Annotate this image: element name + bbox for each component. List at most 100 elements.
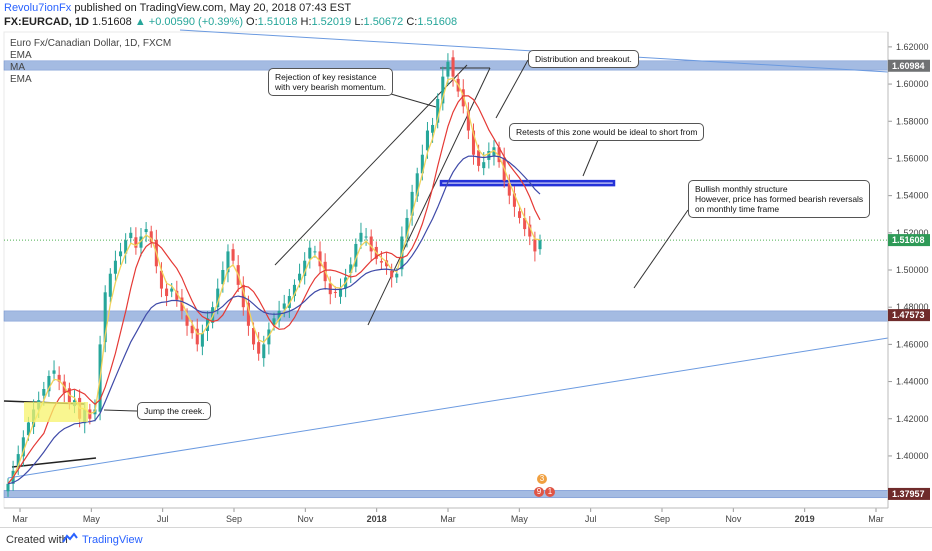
high-value: 1.52019 xyxy=(311,16,352,28)
candle-body xyxy=(512,193,516,207)
candle-body xyxy=(124,240,128,254)
y-tick-label: 1.50000 xyxy=(896,265,929,275)
symbol-label[interactable]: FX:EURCAD, 1D xyxy=(4,16,89,28)
candle-body xyxy=(241,284,245,308)
leader-creek xyxy=(103,409,138,412)
leader-retest xyxy=(582,139,599,177)
candle-body xyxy=(262,344,266,359)
candle-body xyxy=(246,302,250,326)
candle-body xyxy=(333,291,337,293)
x-tick-label: Mar xyxy=(440,514,456,524)
candle-body xyxy=(303,260,307,276)
open-value: 1.51018 xyxy=(257,16,298,28)
candle-body xyxy=(523,217,527,230)
candle-body xyxy=(139,236,143,248)
x-tick-label: Sep xyxy=(654,514,670,524)
candle-body xyxy=(221,270,225,285)
candle-body xyxy=(451,57,455,77)
legend-item-ma[interactable]: MA xyxy=(10,62,25,73)
x-tick-label: May xyxy=(511,514,529,524)
price-label-box xyxy=(888,59,930,72)
candle-body xyxy=(461,89,465,107)
candle-body xyxy=(57,374,61,382)
candle-body xyxy=(159,270,163,289)
candle-body xyxy=(42,389,46,396)
candle-body xyxy=(395,273,399,278)
candle-body xyxy=(134,237,138,248)
candle-body xyxy=(420,154,424,174)
candle-body xyxy=(21,437,25,457)
x-tick-label: Nov xyxy=(725,514,742,524)
candle-body xyxy=(364,236,368,238)
price-label-text: 1.47573 xyxy=(892,310,925,320)
up-arrow-icon: ▲ xyxy=(134,16,146,28)
candle-body xyxy=(180,297,184,311)
price-axis[interactable]: 1.62000 1.60000 1.58000 1.56000 1.54000 1.520… xyxy=(887,32,930,508)
candle-body xyxy=(477,150,481,166)
x-tick-label: Jul xyxy=(585,514,597,524)
created-with-text: Created with xyxy=(6,534,68,546)
candle-body xyxy=(487,151,491,160)
legend-item-ema-slow[interactable]: EMA xyxy=(10,74,32,85)
callout-monthly-line-1: Bullish monthly structure xyxy=(695,184,788,194)
candle-body xyxy=(318,251,322,267)
event-marker-9[interactable]: 9 xyxy=(534,487,544,497)
y-tick-label: 1.48000 xyxy=(896,302,929,312)
candle-body xyxy=(313,251,317,253)
candle-body xyxy=(226,251,230,273)
candle-body xyxy=(231,249,235,261)
tradingview-logo-icon xyxy=(62,532,78,543)
callout-creek[interactable]: Jump the creek. xyxy=(137,402,212,420)
candle-body xyxy=(185,315,189,326)
callout-distribution[interactable]: Distribution and breakout. xyxy=(528,50,639,68)
ema-slow-line xyxy=(7,155,541,485)
candle-body xyxy=(415,173,419,197)
candle-body xyxy=(292,284,296,297)
chart-grid xyxy=(3,31,889,509)
price-label-box xyxy=(888,309,930,322)
y-tick-label: 1.56000 xyxy=(896,153,929,163)
x-tick-label: Nov xyxy=(297,514,314,524)
candle-body xyxy=(282,303,286,309)
publish-info: published on TradingView.com, May 20, 20… xyxy=(71,2,352,14)
creek-highlight-box xyxy=(24,402,88,422)
candle-body xyxy=(354,243,358,267)
time-axis[interactable]: Mar May Jul Sep Nov 2018 Mar May Jul Sep Nov 2019 Ma… xyxy=(4,507,888,524)
candle-body xyxy=(277,310,281,321)
chart-header: Revolu7ionFx published on TradingView.co… xyxy=(0,0,932,30)
retest-zone xyxy=(439,179,616,187)
candle-body xyxy=(129,232,133,239)
x-tick-label: Mar xyxy=(868,514,884,524)
candle-body xyxy=(298,273,302,281)
candle-body xyxy=(425,130,429,151)
event-marker-3[interactable]: 3 xyxy=(537,474,547,484)
candle-body xyxy=(113,260,117,274)
y-tick-label: 1.60000 xyxy=(896,79,929,89)
candle-body xyxy=(507,182,511,196)
price-label-box xyxy=(888,487,930,500)
candle-body xyxy=(528,224,532,237)
y-tick-label: 1.62000 xyxy=(896,42,929,52)
callout-retest[interactable]: Retests of this zone would be ideal to s… xyxy=(509,123,705,141)
ma-line xyxy=(7,95,541,485)
candlestick-series xyxy=(6,50,542,497)
price-label-text: 1.51608 xyxy=(892,235,925,245)
candle-body xyxy=(441,76,445,104)
y-tick-label: 1.52000 xyxy=(896,228,929,238)
x-tick-label: Sep xyxy=(226,514,242,524)
candle-body xyxy=(16,454,20,467)
creek-highlight xyxy=(24,402,88,422)
support-resistance-zones xyxy=(3,60,889,499)
legend-title: Euro Fx/Canadian Dollar, 1D, FXCM xyxy=(10,38,172,49)
callout-monthly[interactable]: Bullish monthly structure However, price… xyxy=(688,180,871,218)
candle-body xyxy=(410,191,414,216)
author-link[interactable]: Revolu7ionFx xyxy=(4,2,72,14)
tradingview-brand-link[interactable]: TradingView xyxy=(82,534,143,546)
candle-body xyxy=(257,342,261,354)
candle-body xyxy=(482,162,486,169)
legend-item-ema-fast[interactable]: EMA xyxy=(10,50,32,61)
event-marker-1[interactable]: 1 xyxy=(545,487,555,497)
candle-body xyxy=(149,231,153,243)
callout-resistance[interactable]: Rejection of key resistance with very be… xyxy=(268,68,394,96)
